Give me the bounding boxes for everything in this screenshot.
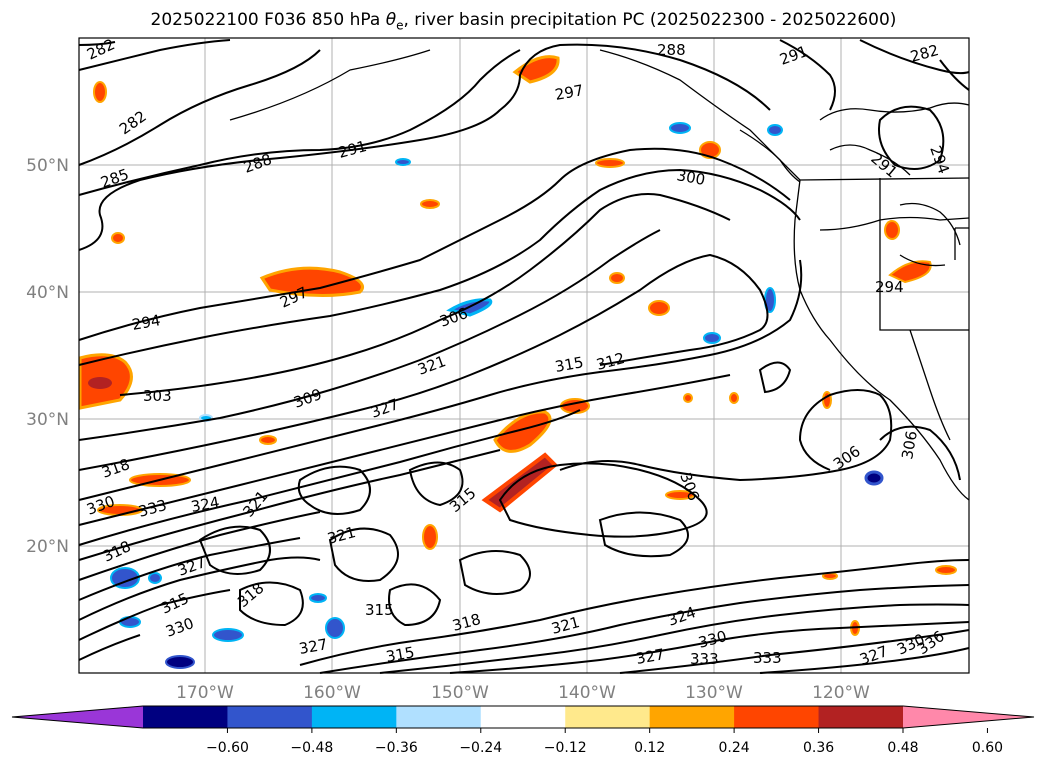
lon-label: 150°W bbox=[431, 683, 489, 703]
contour-label: 315 bbox=[385, 643, 416, 666]
colorbar-segment bbox=[649, 706, 735, 728]
theta-subscript: e bbox=[396, 18, 404, 33]
lon-label: 140°W bbox=[558, 683, 616, 703]
theta-e-contours bbox=[78, 39, 970, 674]
contour-label: 297 bbox=[554, 81, 585, 104]
lat-label: 50°N bbox=[26, 156, 69, 176]
contour-labels: 282 282 285 288 291 288 297 291 300 294 … bbox=[84, 35, 953, 669]
lat-label: 40°N bbox=[26, 283, 69, 303]
contour-label: 294 bbox=[875, 278, 904, 296]
contour-label: 315 bbox=[554, 353, 585, 376]
lon-label: 160°W bbox=[303, 683, 361, 703]
lon-label: 170°W bbox=[176, 683, 234, 703]
colorbar-tick-label: −0.36 bbox=[375, 740, 418, 756]
latitude-labels: 50°N 40°N 30°N 20°N bbox=[26, 156, 69, 557]
theta-symbol: θ bbox=[385, 10, 397, 30]
colorbar-tick-label: 0.12 bbox=[634, 740, 665, 756]
contour-label: 294 bbox=[131, 311, 162, 334]
contour-label: 333 bbox=[753, 649, 782, 667]
colorbar-tick-label: 0.48 bbox=[887, 740, 918, 756]
colorbar-segment bbox=[227, 706, 313, 728]
colorbar-extend-low bbox=[12, 706, 143, 728]
colorbar-tick-label: −0.12 bbox=[544, 740, 587, 756]
contour-label: 327 bbox=[298, 635, 329, 658]
colorbar-segment bbox=[396, 706, 482, 728]
colorbar-tick-label: −0.48 bbox=[290, 740, 333, 756]
lon-label: 130°W bbox=[685, 683, 743, 703]
map-panel: 282 282 285 288 291 288 297 291 300 294 … bbox=[78, 35, 970, 674]
colorbar-tick-label: 0.60 bbox=[972, 740, 1003, 756]
contour-label: 315 bbox=[365, 601, 394, 619]
contour-label: 303 bbox=[143, 387, 172, 405]
colorbar-segment bbox=[565, 706, 651, 728]
contour-label: 306 bbox=[898, 429, 921, 460]
map-frame bbox=[78, 37, 970, 674]
colorbar-segment bbox=[143, 706, 228, 728]
colorbar-outline bbox=[11, 705, 1035, 729]
lat-label: 20°N bbox=[26, 537, 69, 557]
coastlines bbox=[229, 49, 970, 501]
lat-label: 30°N bbox=[26, 410, 69, 430]
colorbar-segment bbox=[734, 706, 820, 728]
longitude-labels: 170°W 160°W 150°W 140°W 130°W 120°W bbox=[176, 683, 870, 703]
colorbar-tick-label: 0.36 bbox=[803, 740, 834, 756]
contour-label: 333 bbox=[690, 650, 719, 668]
colorbar-tick-label: 0.24 bbox=[719, 740, 750, 756]
contour-label: 327 bbox=[635, 645, 666, 668]
colorbar-tick-label: −0.24 bbox=[459, 740, 502, 756]
colorbar-segment bbox=[818, 706, 904, 728]
lon-label: 120°W bbox=[812, 683, 870, 703]
colorbar-extend-high bbox=[903, 706, 1034, 728]
colorbar-segment bbox=[311, 706, 397, 728]
colorbar-tick-label: −0.60 bbox=[206, 740, 249, 756]
figure-title: 2025022100 F036 850 hPa θe, river basin … bbox=[150, 10, 897, 33]
contour-label: 324 bbox=[190, 493, 221, 516]
contour-label: 288 bbox=[657, 41, 686, 59]
contour-label: 300 bbox=[675, 166, 706, 189]
colorbar-segment bbox=[480, 706, 566, 728]
colorbar: −0.60 −0.48 −0.36 −0.24 −0.12 0.12 0.24 0.36 0.4… bbox=[11, 705, 1035, 756]
